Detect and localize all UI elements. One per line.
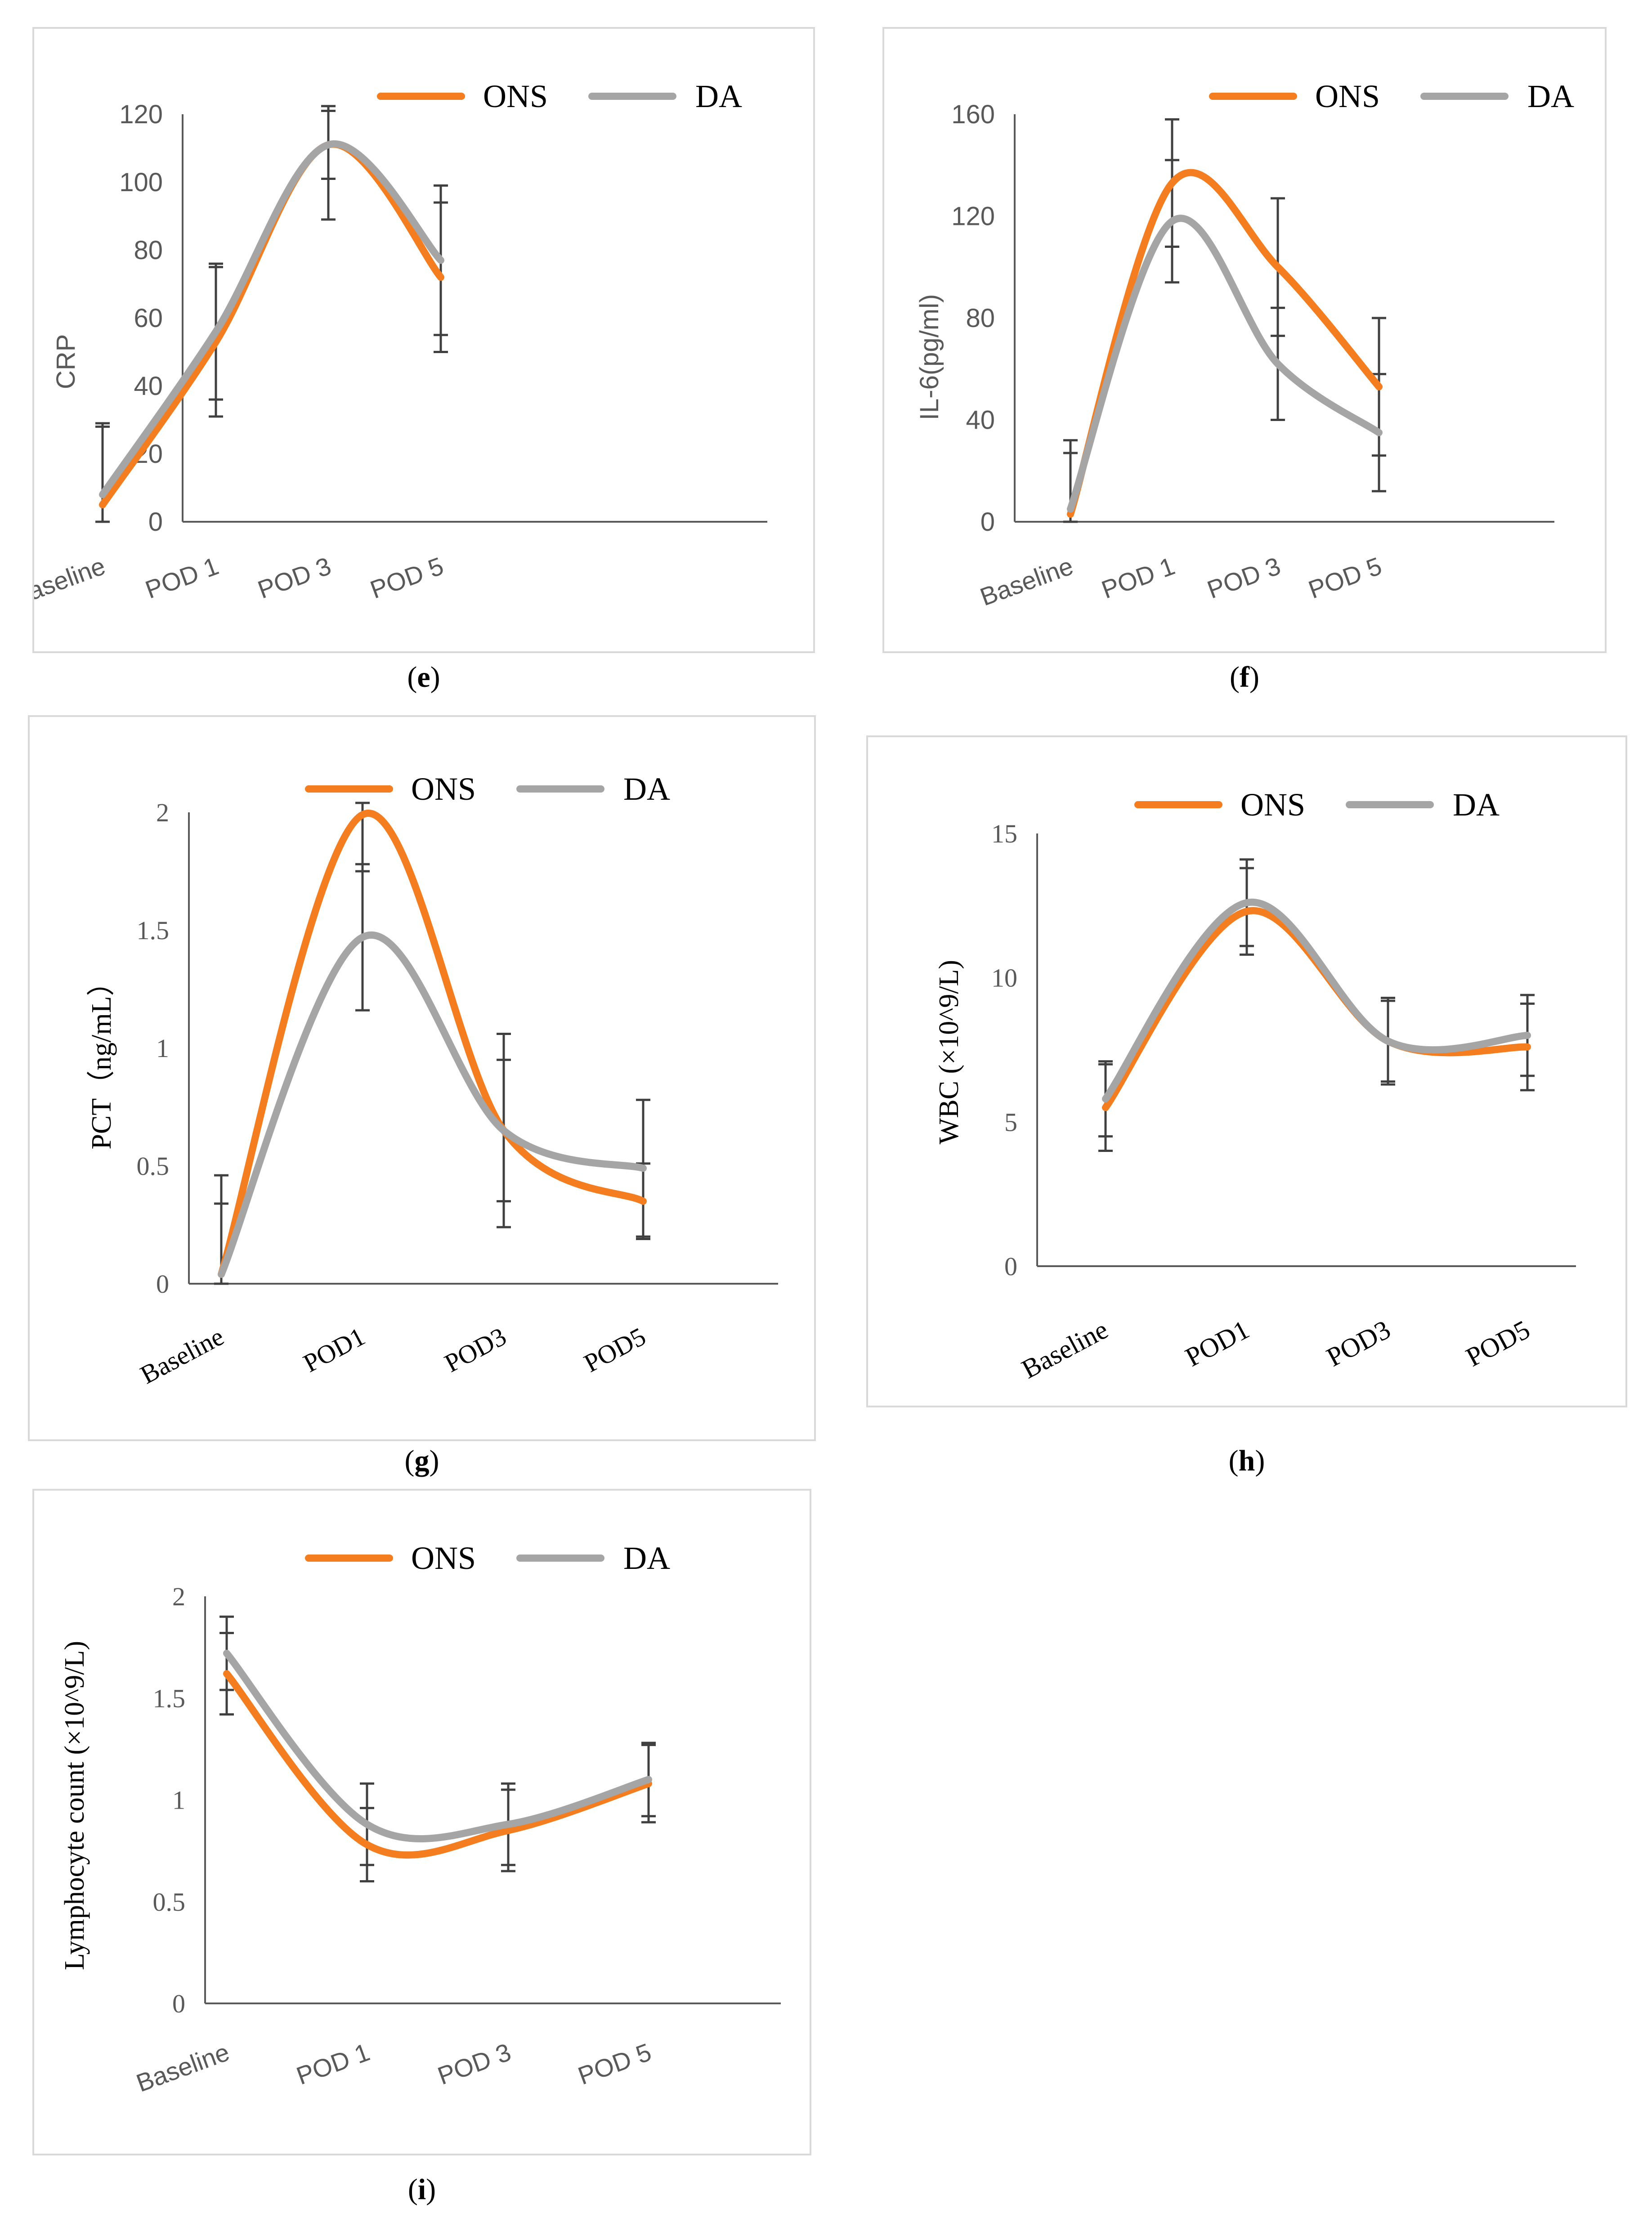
x-tick-label: POD5 [1461, 1314, 1535, 1372]
legend-label-ons: ONS [1315, 78, 1380, 114]
y-tick-label: 80 [134, 236, 163, 265]
x-tick-label: POD 3 [434, 2038, 515, 2090]
y-tick-label: 120 [951, 202, 995, 231]
y-tick-label: 0 [156, 1269, 169, 1299]
y-tick-label: 0 [148, 507, 163, 537]
x-tick-label: POD 5 [574, 2038, 655, 2090]
y-tick-label: 40 [134, 372, 163, 401]
legend-label-da: DA [1453, 787, 1500, 823]
x-tick-label: POD 5 [367, 551, 447, 604]
chart-panel-i: 0 0.5 1 1.5 2 Lymphocyte count (×10^9/L) Basel… [32, 1489, 811, 2155]
y-tick-label: 160 [951, 100, 995, 129]
legend-label-da: DA [623, 771, 670, 807]
chart-g: 0 0.5 1 1.5 2 PCT（ng/mL） Baseline POD1 POD3 POD5 O… [86, 771, 778, 1389]
x-tick-label: POD1 [299, 1322, 370, 1378]
y-tick-label: 1 [172, 1786, 185, 1815]
x-tick-label: POD 1 [142, 551, 222, 604]
y-tick-label: 0 [980, 507, 995, 537]
x-tick-label: POD3 [1322, 1314, 1395, 1372]
chart-f: 0 40 80 120 160 IL-6(pg/ml) Baseline POD 1 POD 3… [915, 78, 1574, 611]
y-tick-label: 60 [134, 304, 163, 333]
x-tick-label: Baseline [976, 551, 1077, 611]
x-tick-label: POD 1 [293, 2038, 373, 2090]
chart-panel-h: 0 5 10 15 WBC (×10^9/L) Baseline POD1 POD3 POD5 O… [866, 735, 1627, 1407]
series-line-da [1067, 215, 1383, 513]
y-tick-label: 100 [119, 168, 163, 197]
legend-label-ons: ONS [483, 78, 548, 114]
y-tick-label: 2 [172, 1582, 185, 1611]
x-tick-label: POD5 [579, 1322, 651, 1378]
y-tick-label: 0 [172, 1989, 185, 2018]
series-line-da [99, 140, 444, 498]
legend-label-da: DA [695, 78, 742, 114]
series-line-ons [218, 810, 647, 1278]
y-tick-label: 1 [156, 1034, 169, 1063]
series-line-ons [223, 1670, 652, 1859]
y-tick-label: 0 [1004, 1252, 1017, 1281]
x-tick-label: Baseline [34, 551, 109, 611]
y-axis-label: Lymphocyte count (×10^9/L) [59, 1641, 90, 1970]
series-line-da [1102, 898, 1531, 1103]
x-tick-label: POD1 [1181, 1314, 1254, 1372]
legend-label-ons: ONS [1240, 787, 1305, 823]
x-tick-label: Baseline [133, 2038, 233, 2097]
chart-h: 0 5 10 15 WBC (×10^9/L) Baseline POD1 POD3 POD5 O… [934, 787, 1576, 1384]
chart-i: 0 0.5 1 1.5 2 Lymphocyte count (×10^9/L) Basel… [59, 1540, 781, 2097]
y-axis-label: IL-6(pg/ml) [915, 294, 944, 420]
series-line-ons [1102, 907, 1531, 1111]
y-tick-label: 5 [1004, 1107, 1017, 1137]
legend-label-da: DA [623, 1540, 670, 1576]
y-tick-label: 15 [991, 819, 1017, 848]
caption-h: (h) [1228, 1444, 1265, 1477]
y-tick-label: 1.5 [153, 1684, 186, 1713]
x-tick-label: POD 1 [1098, 551, 1178, 604]
chart-panel-f: 0 40 80 120 160 IL-6(pg/ml) Baseline POD 1 POD 3… [882, 27, 1607, 653]
legend-label-da: DA [1527, 78, 1574, 114]
x-tick-label: Baseline [135, 1322, 228, 1389]
chart-panel-e: 0 20 40 60 80 100 120 CRP Baseline POD 1 POD 3 POD … [32, 27, 815, 653]
y-tick-label: 0.5 [137, 1151, 170, 1181]
y-axis-label: WBC (×10^9/L) [934, 960, 964, 1144]
y-tick-label: 10 [991, 963, 1017, 993]
y-tick-label: 40 [966, 406, 995, 435]
caption-f: (f) [1230, 661, 1259, 694]
series-line-da [223, 1649, 652, 1842]
x-tick-label: POD3 [440, 1322, 511, 1378]
y-tick-label: 120 [119, 100, 163, 129]
legend-label-ons: ONS [411, 771, 476, 807]
y-tick-label: 2 [156, 798, 169, 827]
y-axis-label: CRP [51, 334, 81, 389]
y-tick-label: 1.5 [137, 916, 170, 945]
x-tick-label: POD 3 [1204, 551, 1284, 604]
y-tick-label: 80 [966, 304, 995, 333]
x-tick-label: POD 5 [1305, 551, 1385, 604]
y-tick-label: 0.5 [153, 1887, 186, 1917]
chart-panel-g: 0 0.5 1 1.5 2 PCT（ng/mL） Baseline POD1 POD3 POD5 O… [28, 715, 816, 1441]
series-line-da [218, 932, 647, 1278]
caption-g: (g) [404, 1444, 439, 1477]
x-tick-label: POD 3 [254, 551, 335, 604]
x-tick-label: Baseline [1017, 1314, 1113, 1384]
caption-i: (i) [407, 2173, 436, 2206]
caption-e: (e) [407, 661, 440, 694]
legend-label-ons: ONS [411, 1540, 476, 1576]
y-axis-label: PCT（ng/mL） [86, 968, 117, 1149]
